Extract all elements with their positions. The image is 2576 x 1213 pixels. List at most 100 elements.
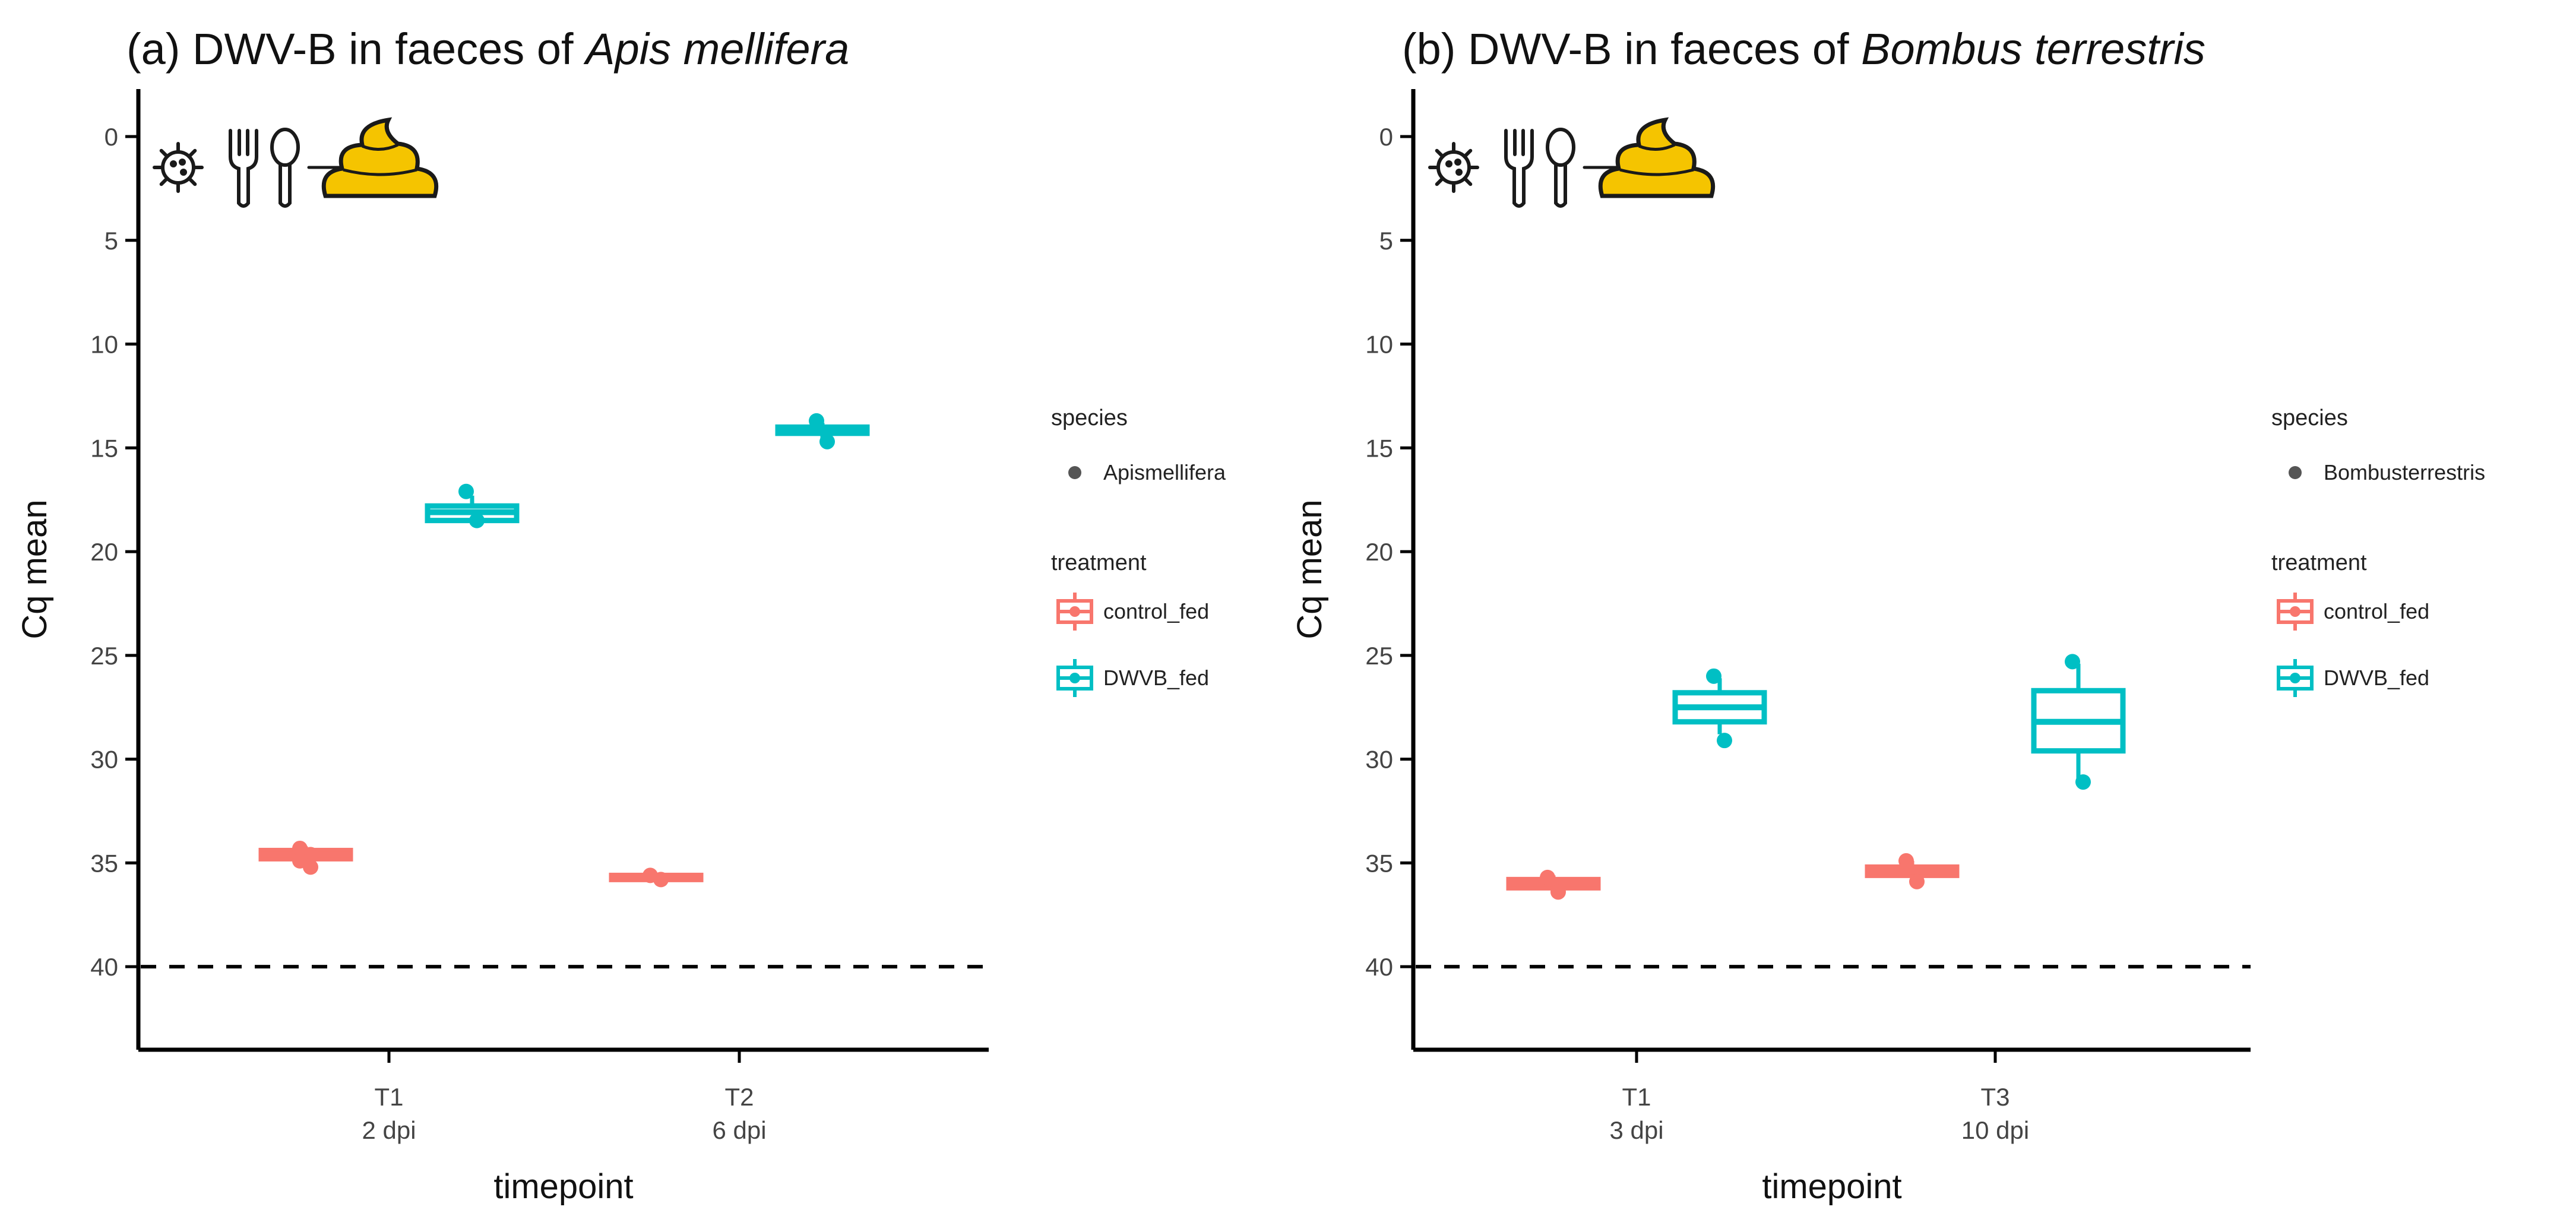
data-point — [1898, 853, 1914, 869]
x-axis-title: timepoint — [493, 1167, 633, 1206]
virus-spike — [1463, 148, 1473, 159]
box-control_fed-T2 — [609, 867, 704, 888]
data-point — [1706, 668, 1721, 684]
x-axis-title: timepoint — [1762, 1167, 1901, 1206]
virus-dot — [1455, 169, 1463, 176]
legend-key-dot — [1069, 606, 1080, 617]
legend-species-dot — [2289, 466, 2302, 479]
legend-key-dot — [2290, 673, 2300, 683]
chart-title-prefix: (a) DWV-B in faeces of — [126, 24, 586, 74]
data-point — [2075, 774, 2091, 790]
x-tick-label-timepoint: T1 — [374, 1083, 403, 1111]
legend-treatment-title: treatment — [2271, 550, 2367, 575]
fork-icon — [229, 129, 258, 208]
virus-icon — [153, 142, 204, 193]
legend-key-control_fed — [1056, 593, 1093, 631]
fork-icon — [1504, 129, 1534, 208]
y-tick-label: 20 — [1365, 538, 1393, 566]
y-tick-label: 25 — [90, 642, 118, 670]
y-tick-label: 35 — [1365, 849, 1393, 877]
data-point — [458, 483, 474, 499]
legend-species-label: Apismellifera — [1103, 460, 1226, 484]
faeces-fold — [362, 143, 399, 151]
y-axis-title: Cq mean — [15, 499, 54, 639]
virus-spike — [1463, 176, 1473, 186]
y-tick-label: 35 — [90, 849, 118, 877]
data-point — [653, 872, 669, 888]
spoon-handle — [279, 163, 292, 208]
legend-treatment-label: control_fed — [2324, 599, 2429, 623]
panel-a: (a) DWV-B in faeces of Apis mellifera 0 5 1… — [15, 24, 1226, 1206]
legend-treatment-label: DWVB_fed — [1103, 666, 1209, 690]
data-point — [1717, 733, 1732, 749]
virus-spike — [159, 176, 169, 186]
x-tick-label-timepoint: T1 — [1622, 1083, 1651, 1111]
y-tick-label: 15 — [1365, 434, 1393, 462]
faeces-icon — [321, 117, 439, 198]
y-tick-label: 25 — [1365, 642, 1393, 670]
panel-b: (b) DWV-B in faeces of Bombus terrestris… — [1290, 24, 2485, 1206]
chart-title: (a) DWV-B in faeces of Apis mellifera — [126, 24, 849, 74]
virus-spike — [187, 148, 197, 159]
faeces-shape — [321, 117, 439, 198]
legend-treatment-label: DWVB_fed — [2324, 666, 2429, 690]
y-tick-label: 15 — [90, 434, 118, 462]
spoon-handle — [1554, 163, 1567, 208]
legend-species-label: Bombusterrestris — [2324, 460, 2485, 484]
virus-spike — [1435, 176, 1445, 186]
data-point — [1540, 869, 1555, 885]
data-point — [1550, 884, 1566, 900]
box-control_fed-T3 — [1865, 853, 1960, 889]
chart-title-species: Bombus terrestris — [1861, 24, 2205, 74]
legend-key-control_fed — [2277, 593, 2314, 631]
faeces-fold — [343, 168, 417, 176]
y-tick-label: 40 — [90, 953, 118, 981]
y-tick-label: 30 — [90, 746, 118, 774]
chart-title-prefix: (b) DWV-B in faeces of — [1402, 24, 1861, 74]
spoon-icon — [1546, 128, 1575, 208]
x-tick-label-timepoint: T3 — [1980, 1083, 2009, 1111]
legend-species-title: species — [2271, 406, 2348, 430]
virus-spike — [1435, 148, 1445, 159]
virus-dot — [179, 159, 186, 166]
legend-treatment-label: control_fed — [1103, 599, 1209, 623]
spoon-bowl — [270, 128, 300, 167]
y-axis-title: Cq mean — [1290, 499, 1329, 639]
x-tick-label-timepoint: T2 — [724, 1083, 754, 1111]
faeces-fold — [1619, 168, 1694, 176]
x-tick-label-dpi: 3 dpi — [1609, 1116, 1663, 1144]
legend-species-dot — [1068, 466, 1081, 479]
box-control_fed-T1 — [258, 840, 353, 875]
chart-title-species: Apis mellifera — [583, 24, 849, 74]
data-point — [819, 433, 835, 449]
spoon-icon — [270, 128, 300, 208]
legend-key-dot — [1069, 673, 1080, 683]
legend-treatment-title: treatment — [1051, 550, 1147, 575]
y-tick-label: 10 — [1365, 331, 1393, 359]
fork-outline — [229, 129, 258, 208]
data-point — [2065, 654, 2080, 670]
y-tick-label: 30 — [1365, 746, 1393, 774]
legend-key-dot — [2290, 606, 2300, 617]
virus-dot — [1454, 159, 1461, 166]
virus-spike — [187, 176, 197, 186]
faeces-shape — [1598, 117, 1716, 198]
box-DWVB_fed-T2 — [775, 413, 870, 449]
spoon-bowl — [1546, 128, 1575, 167]
x-tick-label-dpi: 6 dpi — [712, 1116, 766, 1144]
y-tick-label: 20 — [90, 538, 118, 566]
y-tick-label: 5 — [1379, 227, 1393, 255]
y-tick-label: 5 — [105, 227, 118, 255]
x-tick-label-dpi: 2 dpi — [362, 1116, 416, 1144]
data-point — [809, 413, 824, 429]
faeces-fold — [1638, 143, 1676, 151]
box-DWVB_fed-T1 — [425, 483, 520, 528]
legend-key-DWVB_fed — [2277, 659, 2314, 697]
box-DWVB_fed-T1 — [1672, 668, 1767, 749]
legend-key-DWVB_fed — [1056, 659, 1093, 697]
virus-dot — [180, 169, 187, 176]
data-point — [469, 512, 485, 528]
y-tick-label: 0 — [105, 123, 118, 151]
y-tick-label: 0 — [1379, 123, 1393, 151]
